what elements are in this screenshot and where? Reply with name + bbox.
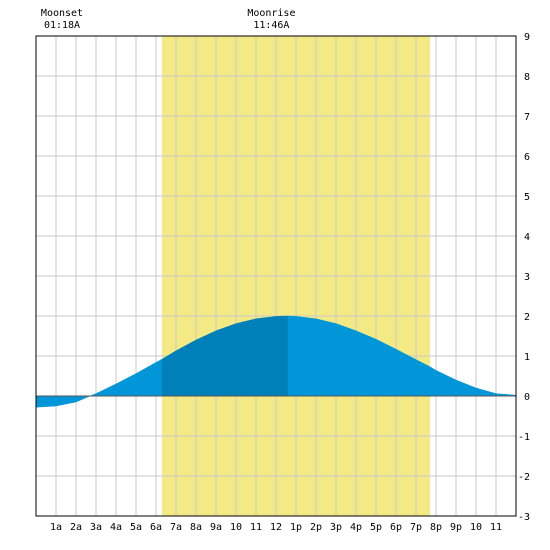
x-tick-label: 9p	[450, 522, 462, 533]
x-tick-label: 11	[250, 522, 262, 533]
x-tick-label: 10	[470, 522, 482, 533]
plot-frame	[35, 35, 517, 517]
x-tick-label: 7p	[410, 522, 422, 533]
x-tick-label: 12	[270, 522, 282, 533]
x-tick-label: 4p	[350, 522, 362, 533]
y-tick-label: 6	[524, 152, 530, 163]
x-tick-label: 3p	[330, 522, 342, 533]
x-tick-label: 10	[230, 522, 242, 533]
x-tick-label: 7a	[170, 522, 182, 533]
y-tick-label: -2	[518, 472, 530, 483]
x-tick-label: 5p	[370, 522, 382, 533]
x-tick-label: 4a	[110, 522, 122, 533]
x-tick-label: 9a	[210, 522, 222, 533]
x-tick-label: 8a	[190, 522, 202, 533]
x-tick-label: 2p	[310, 522, 322, 533]
moonset-label: Moonset	[41, 8, 83, 19]
y-tick-label: 5	[524, 192, 530, 203]
y-tick-label: -3	[518, 512, 530, 523]
x-tick-label: 8p	[430, 522, 442, 533]
y-tick-label: 2	[524, 312, 530, 323]
y-tick-label: 3	[524, 272, 530, 283]
y-tick-label: 4	[524, 232, 530, 243]
x-tick-label: 3a	[90, 522, 102, 533]
tide-area-falling	[287, 315, 517, 397]
x-tick-label: 2a	[70, 522, 82, 533]
moonrise-label: Moonrise	[247, 8, 295, 19]
x-tick-label: 6a	[150, 522, 162, 533]
moonset-time: 01:18A	[44, 20, 80, 31]
y-tick-label: -1	[518, 432, 530, 443]
moonrise-time: 11:46A	[253, 20, 289, 31]
x-tick-label: 1a	[50, 522, 62, 533]
x-tick-label: 1p	[290, 522, 302, 533]
y-tick-label: 9	[524, 32, 530, 43]
y-tick-label: 0	[524, 392, 530, 403]
x-tick-label: 5a	[130, 522, 142, 533]
y-tick-label: 8	[524, 72, 530, 83]
y-tick-label: 7	[524, 112, 530, 123]
y-tick-label: 1	[524, 352, 530, 363]
x-tick-label: 6p	[390, 522, 402, 533]
x-tick-label: 11	[490, 522, 502, 533]
